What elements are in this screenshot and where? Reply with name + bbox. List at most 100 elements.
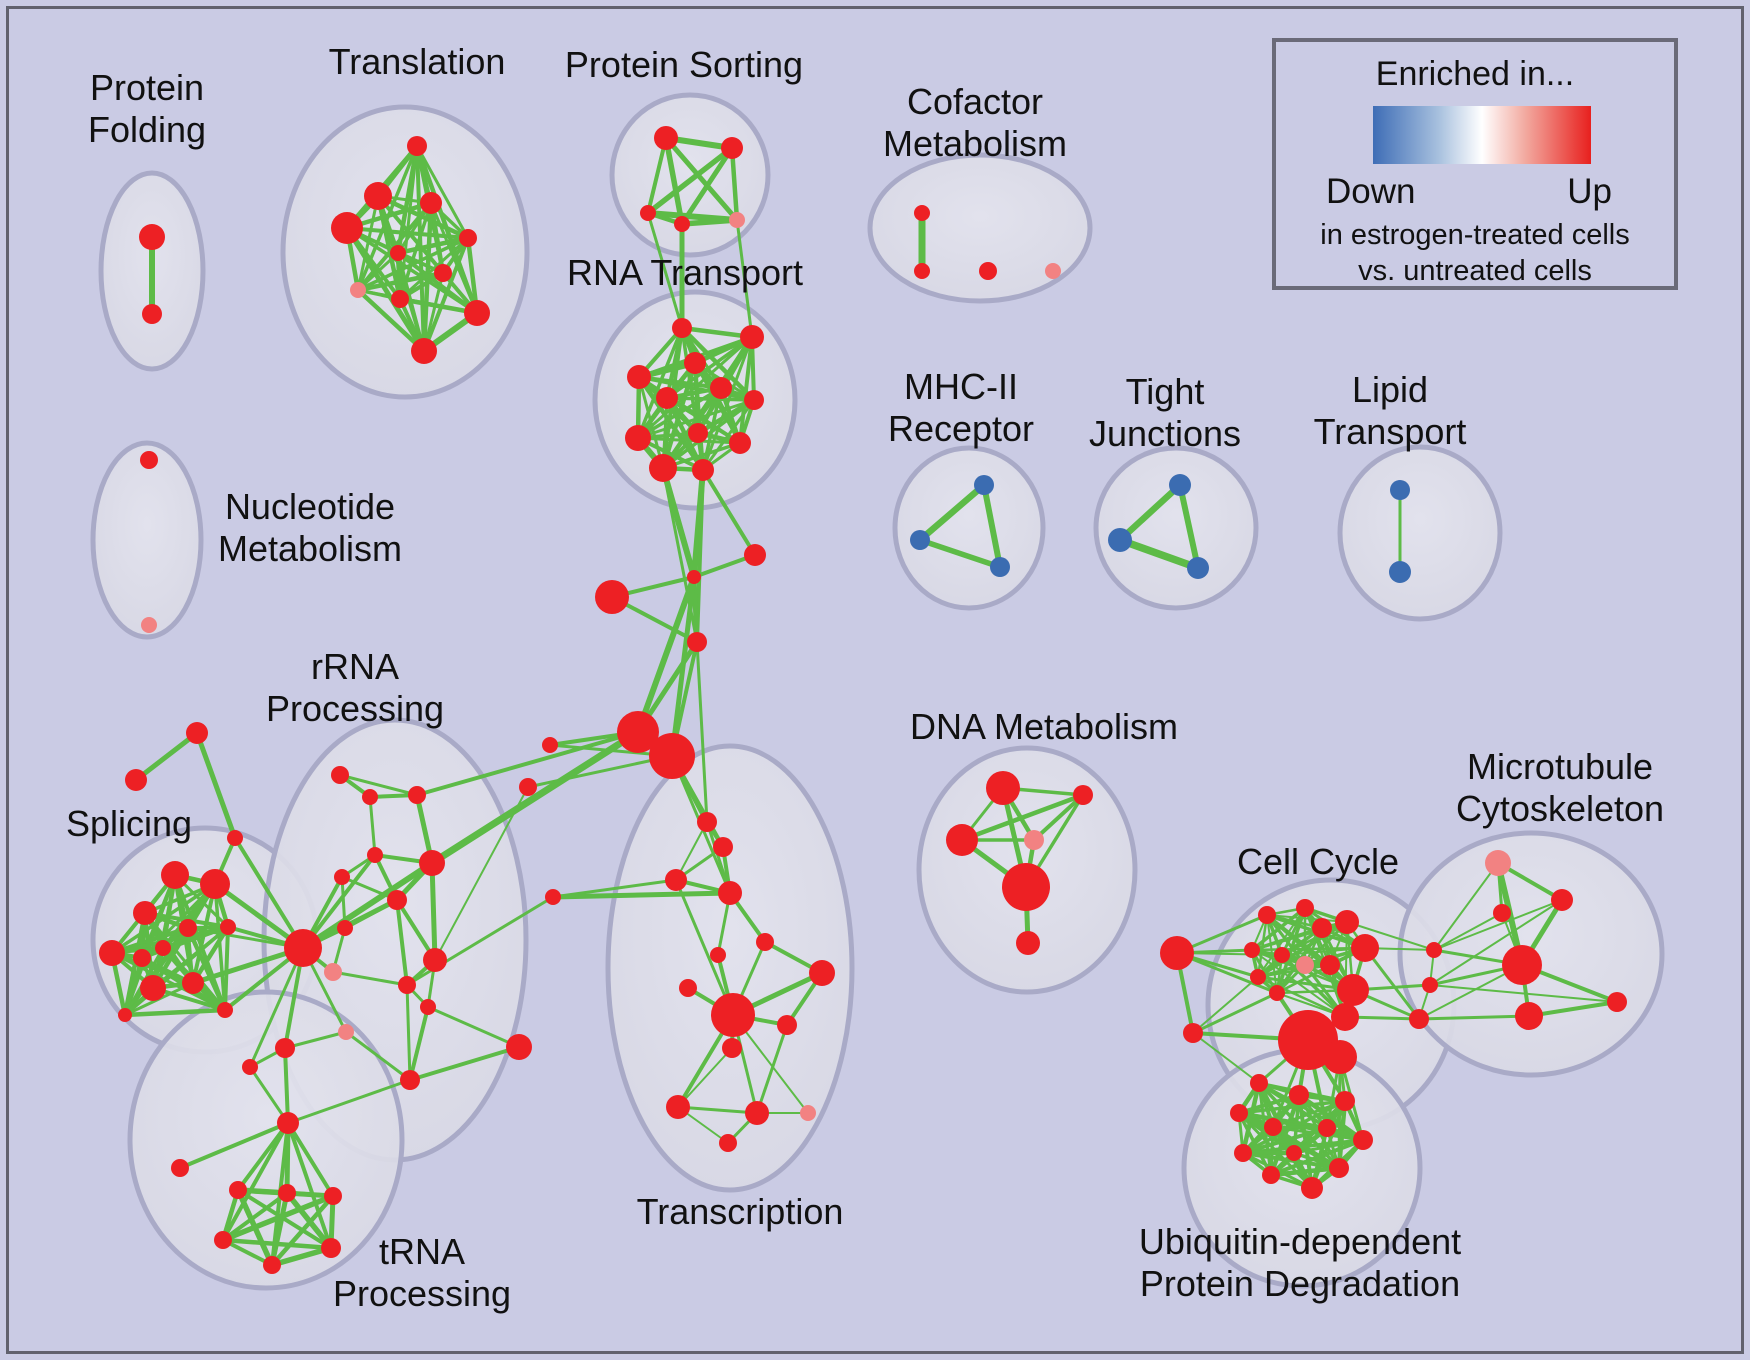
edge bbox=[213, 882, 227, 1012]
edge bbox=[415, 144, 470, 240]
node-18 bbox=[672, 318, 692, 338]
node-76 bbox=[337, 920, 353, 936]
edge bbox=[286, 1121, 333, 1250]
cluster-label-trna-processing: tRNA Processing bbox=[333, 1231, 511, 1314]
node-82 bbox=[275, 1038, 295, 1058]
edge bbox=[646, 136, 668, 215]
node-20 bbox=[627, 365, 651, 389]
node-142 bbox=[1289, 1085, 1309, 1105]
edge bbox=[283, 1030, 348, 1050]
edge bbox=[1256, 975, 1347, 1019]
edge bbox=[1192, 1032, 1260, 1084]
cluster-label-tight-junctions: Tight Junctions bbox=[1089, 371, 1241, 454]
edge bbox=[663, 135, 685, 227]
node-23 bbox=[744, 390, 764, 410]
cluster-label-nucleotide-metabolism: Nucleotide Metabolism bbox=[218, 486, 402, 569]
cluster-label-rrna-processing: rRNA Processing bbox=[266, 646, 444, 729]
edge bbox=[283, 1046, 290, 1125]
node-79 bbox=[398, 976, 416, 994]
edge bbox=[636, 374, 706, 473]
edge bbox=[123, 956, 144, 1017]
node-128 bbox=[1337, 974, 1369, 1006]
node-67 bbox=[118, 1008, 132, 1022]
node-16 bbox=[674, 216, 690, 232]
node-52 bbox=[545, 889, 561, 905]
edge bbox=[1032, 793, 1085, 842]
node-38 bbox=[990, 557, 1010, 577]
edge bbox=[415, 730, 640, 797]
edge bbox=[186, 926, 305, 950]
legend-title: Enriched in... bbox=[1375, 55, 1575, 93]
node-9 bbox=[350, 282, 366, 298]
node-144 bbox=[1230, 1104, 1248, 1122]
edge bbox=[679, 325, 757, 403]
edge bbox=[705, 820, 732, 895]
cluster-label-splicing: Splicing bbox=[66, 803, 192, 844]
edge bbox=[1268, 1165, 1342, 1178]
edge bbox=[695, 640, 709, 824]
edge bbox=[220, 1237, 334, 1251]
edge bbox=[1191, 991, 1279, 1035]
node-25 bbox=[625, 425, 651, 451]
edge bbox=[1337, 1055, 1342, 1170]
edge bbox=[408, 1005, 430, 1082]
node-98 bbox=[710, 947, 726, 963]
node-92 bbox=[321, 1238, 341, 1258]
edge bbox=[1269, 1138, 1365, 1177]
edge bbox=[248, 1065, 290, 1125]
legend-caption-line2: vs. untreated cells bbox=[1358, 255, 1592, 287]
cluster-label-translation: Translation bbox=[329, 41, 506, 82]
node-1 bbox=[142, 304, 162, 324]
node-13 bbox=[654, 126, 678, 150]
node-151 bbox=[1262, 1166, 1280, 1184]
edge bbox=[1256, 920, 1349, 979]
edge bbox=[755, 1023, 789, 1115]
node-21 bbox=[684, 352, 706, 374]
node-35 bbox=[141, 617, 157, 633]
edge bbox=[660, 360, 698, 471]
edge bbox=[233, 836, 305, 950]
node-97 bbox=[718, 881, 742, 905]
node-56 bbox=[161, 861, 189, 889]
node-59 bbox=[179, 919, 197, 937]
node-103 bbox=[777, 1015, 797, 1035]
node-46 bbox=[595, 580, 629, 614]
node-89 bbox=[278, 1184, 296, 1202]
node-14 bbox=[721, 137, 743, 159]
node-12 bbox=[411, 338, 437, 364]
node-104 bbox=[722, 1038, 742, 1058]
edge bbox=[645, 210, 740, 223]
cluster-label-microtubule-cytoskeleton: Microtubule Cytoskeleton bbox=[1456, 746, 1664, 829]
edge bbox=[676, 1105, 759, 1115]
edge bbox=[408, 1045, 521, 1082]
node-44 bbox=[744, 544, 766, 566]
edge bbox=[395, 235, 471, 256]
edge bbox=[1241, 1151, 1341, 1170]
node-140 bbox=[1607, 992, 1627, 1012]
node-68 bbox=[284, 929, 322, 967]
node-54 bbox=[125, 769, 147, 791]
edge bbox=[981, 482, 1003, 570]
edge bbox=[422, 271, 445, 353]
node-43 bbox=[1389, 561, 1411, 583]
node-133 bbox=[1422, 977, 1438, 993]
node-71 bbox=[408, 786, 426, 804]
node-49 bbox=[649, 733, 695, 779]
node-80 bbox=[420, 999, 436, 1015]
cluster-label-ubiquitin-degradation: Ubiquitin-dependent Protein Degradation bbox=[1139, 1221, 1461, 1304]
node-143 bbox=[1335, 1091, 1355, 1111]
edge bbox=[428, 728, 642, 867]
node-32 bbox=[979, 262, 997, 280]
node-91 bbox=[214, 1231, 232, 1249]
node-41 bbox=[1187, 557, 1209, 579]
node-64 bbox=[140, 975, 166, 1001]
node-88 bbox=[229, 1181, 247, 1199]
node-106 bbox=[745, 1101, 769, 1125]
legend-up-label: Up bbox=[1567, 172, 1612, 211]
node-109 bbox=[986, 771, 1020, 805]
node-3 bbox=[364, 182, 392, 210]
node-30 bbox=[914, 205, 930, 221]
edge bbox=[368, 795, 377, 857]
edge bbox=[677, 1047, 733, 1108]
legend-axis-labels: Down Up bbox=[1276, 172, 1674, 212]
